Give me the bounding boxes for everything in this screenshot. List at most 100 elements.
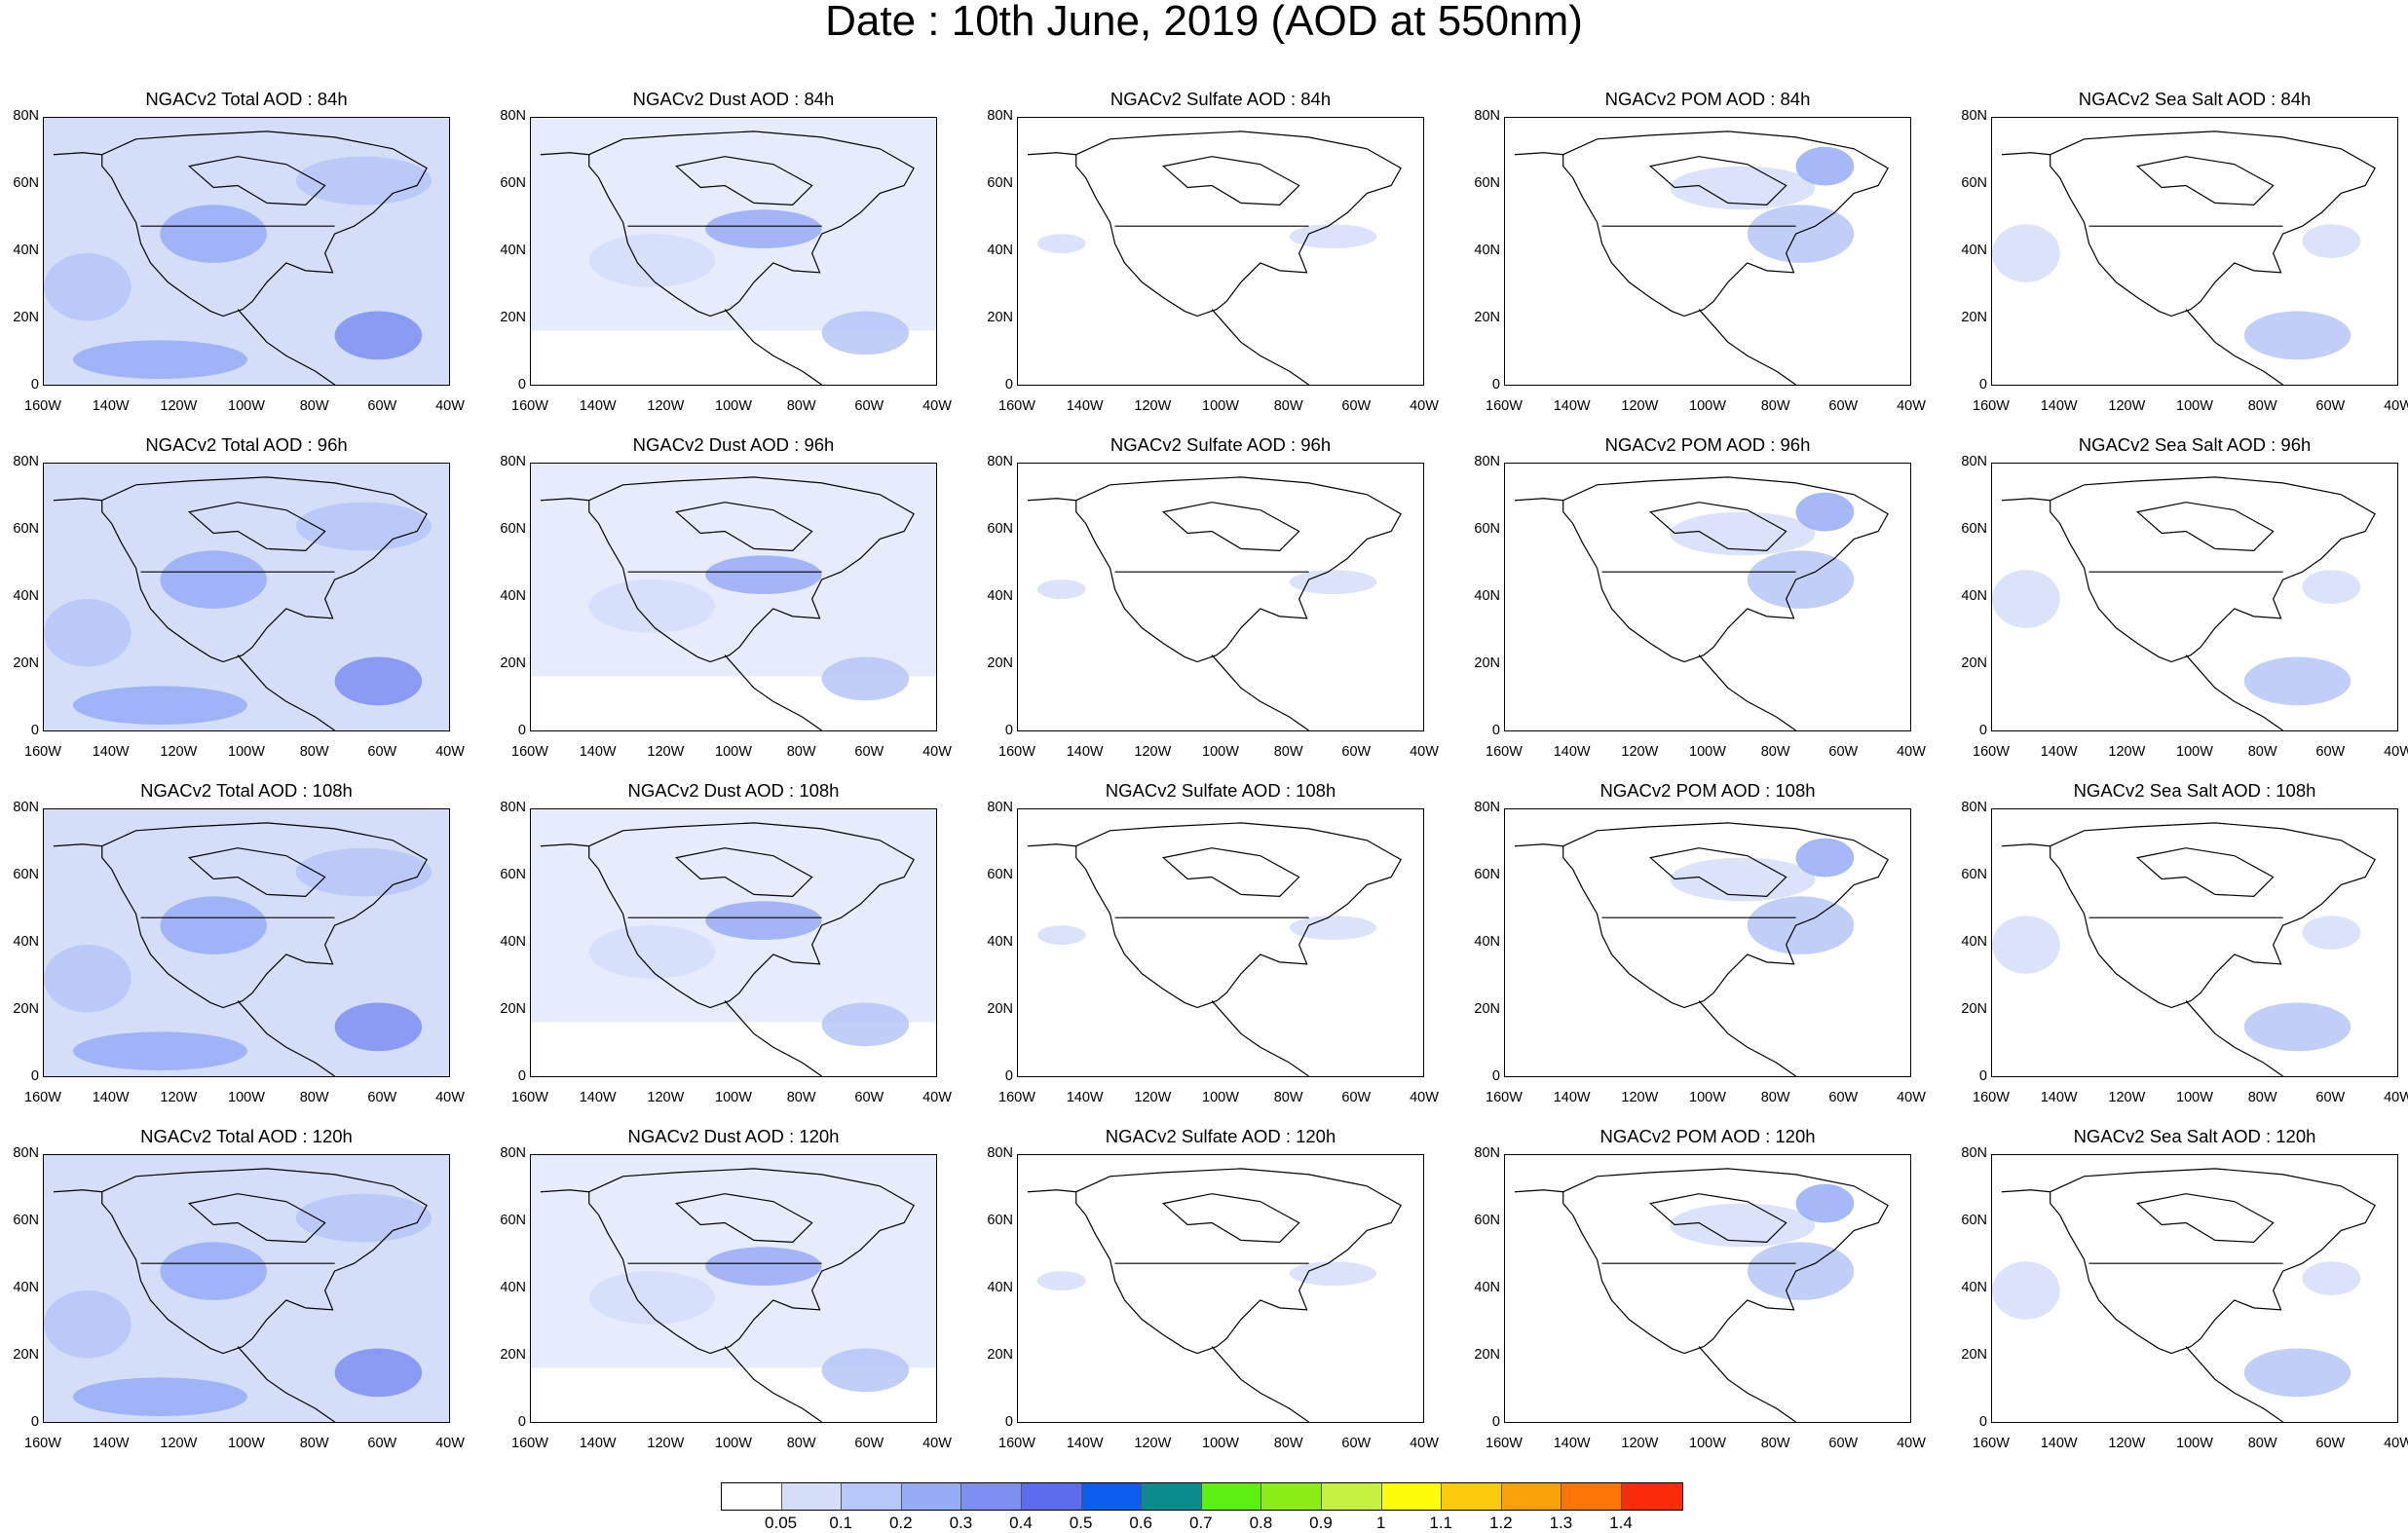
lon-tick-label: 80W (1273, 1090, 1303, 1105)
lon-tick-label: 80W (299, 744, 329, 760)
lat-tick-label: 80N (1474, 1145, 1500, 1161)
lon-tick-label: 60W (2315, 398, 2346, 414)
lon-tick-label: 140W (579, 1090, 617, 1105)
colorbar-label: 1.2 (1488, 1514, 1513, 1532)
lon-tick-label: 140W (1066, 744, 1104, 760)
lon-tick-label: 140W (2040, 1436, 2078, 1451)
lat-tick-label: 0 (517, 377, 526, 393)
lon-tick-label: 120W (647, 1436, 685, 1451)
lat-tick-label: 60N (1961, 521, 1987, 537)
lon-tick-label: 80W (786, 744, 816, 760)
lon-tick-label: 80W (299, 1436, 329, 1451)
lat-tick-label: 0 (1004, 1414, 1013, 1430)
colorbar-label: 0.3 (949, 1514, 973, 1532)
lon-tick-label: 100W (2176, 398, 2213, 414)
lon-tick-label: 100W (1202, 1090, 1239, 1105)
colorbar-swatch (781, 1483, 843, 1510)
colorbar-label: 1 (1375, 1514, 1386, 1532)
lon-tick-label: 40W (2384, 744, 2408, 760)
lat-tick-label: 60N (1474, 1213, 1500, 1228)
lon-tick-label: 160W (998, 744, 1035, 760)
lon-tick-label: 160W (24, 1436, 61, 1451)
lon-tick-label: 160W (1973, 1090, 2010, 1105)
colorbar-label: 0.9 (1309, 1514, 1333, 1532)
lat-tick-label: 0 (1491, 1414, 1500, 1430)
lon-tick-label: 60W (2315, 1436, 2346, 1451)
map-seasalt-aod (1991, 1154, 2398, 1423)
lon-tick-label: 40W (1897, 1090, 1926, 1105)
lon-tick-label: 100W (2176, 1436, 2213, 1451)
lat-tick-label: 80N (500, 800, 526, 815)
lat-tick-label: 40N (500, 934, 526, 950)
lat-tick-label: 60N (1961, 1213, 1987, 1228)
lon-tick-label: 60W (1828, 1090, 1859, 1105)
map-pom-aod (1504, 1154, 1911, 1423)
panel-title: NGACv2 Sea Salt AOD : 120h (2073, 1126, 2316, 1146)
lat-tick-label: 40N (1474, 1280, 1500, 1295)
lon-tick-label: 40W (922, 398, 952, 414)
map-total-aod (43, 117, 450, 386)
lon-tick-label: 100W (1689, 398, 1726, 414)
lat-tick-label: 20N (987, 310, 1013, 325)
lon-tick-label: 140W (92, 744, 130, 760)
colorbar-label: 0.4 (1009, 1514, 1033, 1532)
lat-tick-label: 60N (500, 521, 526, 537)
lon-tick-label: 140W (1553, 398, 1591, 414)
lon-tick-label: 40W (922, 744, 952, 760)
lon-tick-label: 160W (998, 398, 1035, 414)
map-sulfate-aod (1017, 463, 1424, 731)
lon-tick-label: 160W (511, 744, 548, 760)
lon-tick-label: 40W (1410, 398, 1439, 414)
lon-tick-label: 140W (579, 744, 617, 760)
map-pom-aod (1504, 463, 1911, 731)
lat-tick-label: 80N (987, 800, 1013, 815)
lon-tick-label: 140W (1553, 1090, 1591, 1105)
lat-tick-label: 20N (1474, 1347, 1500, 1363)
colorbar-label: 0.7 (1188, 1514, 1213, 1532)
panel-title: NGACv2 POM AOD : 84h (1604, 89, 1811, 109)
lon-tick-label: 60W (1828, 744, 1859, 760)
lon-tick-label: 80W (1760, 744, 1790, 760)
lat-tick-label: 40N (1961, 1280, 1987, 1295)
lon-tick-label: 120W (160, 744, 198, 760)
lat-tick-label: 20N (13, 655, 39, 671)
lon-tick-label: 120W (1134, 744, 1172, 760)
map-sulfate-aod (1017, 808, 1424, 1077)
lat-tick-label: 0 (1004, 1068, 1013, 1084)
lat-tick-label: 60N (1474, 521, 1500, 537)
lon-tick-label: 160W (1486, 1090, 1523, 1105)
map-seasalt-aod (1991, 808, 2398, 1077)
lon-tick-label: 40W (435, 1090, 465, 1105)
lat-tick-label: 0 (1004, 377, 1013, 393)
lon-tick-label: 140W (1066, 1436, 1104, 1451)
colorbar-swatch (961, 1483, 1022, 1510)
panel-title: NGACv2 Total AOD : 96h (145, 434, 348, 455)
colorbar-swatch (1321, 1483, 1382, 1510)
colorbar-swatch (1201, 1483, 1262, 1510)
lat-tick-label: 80N (987, 1145, 1013, 1161)
lat-tick-label: 80N (1474, 108, 1500, 124)
lon-tick-label: 120W (1621, 1436, 1659, 1451)
lat-tick-label: 80N (1474, 454, 1500, 469)
panel-title: NGACv2 POM AOD : 96h (1604, 434, 1811, 455)
lon-tick-label: 60W (1341, 1090, 1372, 1105)
lat-tick-label: 20N (500, 1347, 526, 1363)
lon-tick-label: 40W (922, 1090, 952, 1105)
lon-tick-label: 120W (2108, 1436, 2146, 1451)
map-sulfate-aod (1017, 1154, 1424, 1423)
lat-tick-label: 0 (1491, 377, 1500, 393)
panel-title: NGACv2 Sulfate AOD : 108h (1105, 780, 1336, 801)
map-seasalt-aod (1991, 463, 2398, 731)
lon-tick-label: 100W (228, 398, 265, 414)
lon-tick-label: 160W (1973, 398, 2010, 414)
colorbar (721, 1482, 1683, 1511)
panel-title: NGACv2 POM AOD : 108h (1599, 780, 1816, 801)
lat-tick-label: 80N (13, 108, 39, 124)
colorbar-swatch (1442, 1483, 1502, 1510)
lat-tick-label: 60N (500, 175, 526, 191)
lon-tick-label: 100W (1689, 744, 1726, 760)
lon-tick-label: 60W (2315, 744, 2346, 760)
lat-tick-label: 80N (1961, 454, 1987, 469)
lon-tick-label: 160W (511, 1090, 548, 1105)
lon-tick-label: 40W (435, 398, 465, 414)
